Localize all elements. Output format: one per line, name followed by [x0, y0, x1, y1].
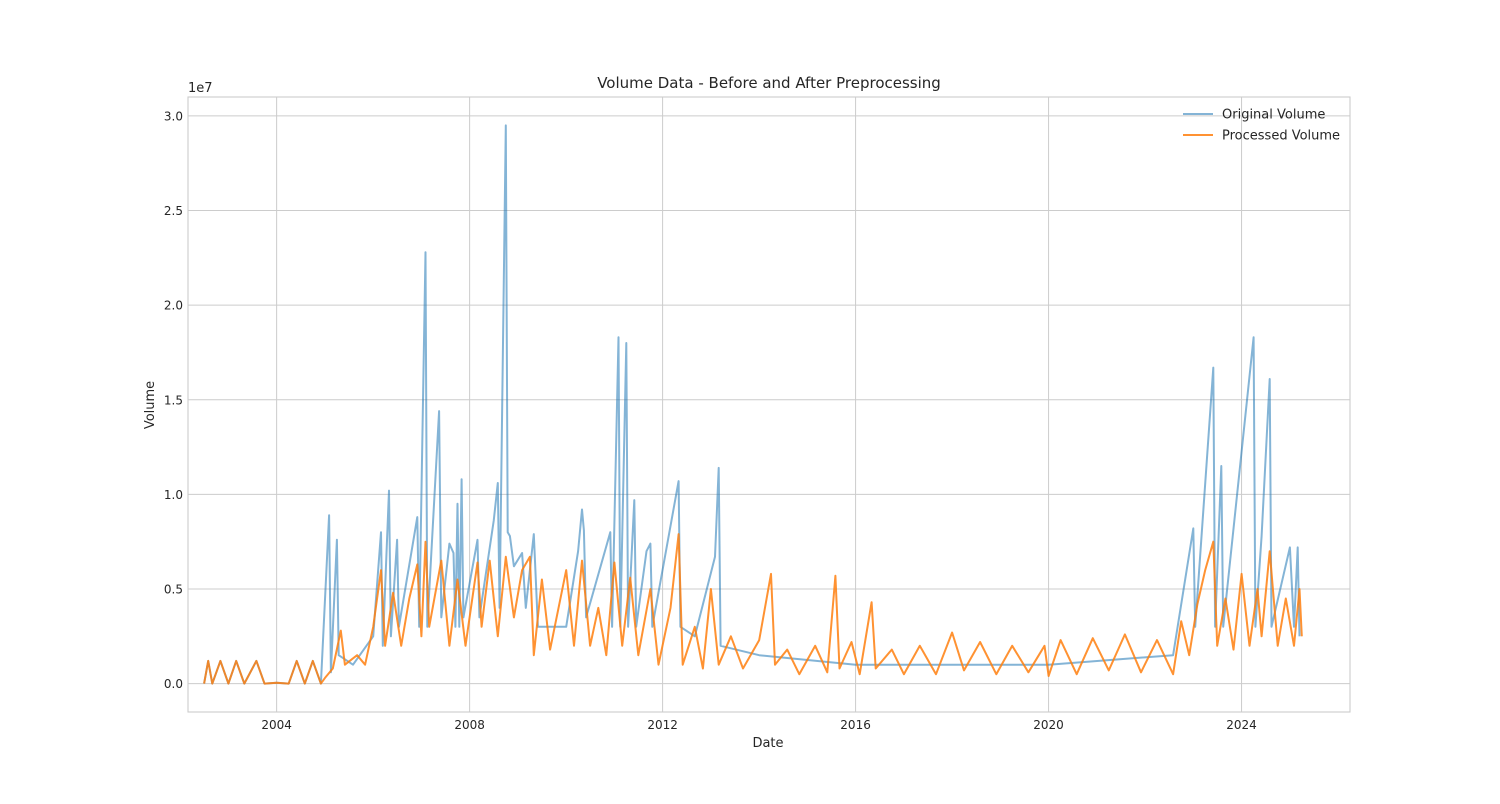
plot-frame: [187, 96, 1351, 713]
x-axis-label: Date: [752, 736, 783, 751]
y-tick-label: 2.0: [164, 299, 183, 313]
x-tick-label: 2016: [840, 718, 871, 732]
y-tick-label: 1.5: [164, 393, 183, 407]
legend-label-original: Original Volume: [1222, 108, 1325, 123]
x-axis-ticks: 2004 2008 2012 2016 2020 2024: [261, 718, 1256, 732]
y-axis-ticks: 0.0 0.5 1.0 1.5 2.0 2.5 3.0: [164, 109, 183, 691]
plot-area: [188, 97, 1350, 712]
y-tick-label: 3.0: [164, 109, 183, 123]
y-axis-label: Volume: [143, 381, 158, 429]
x-tick-label: 2004: [261, 718, 292, 732]
y-axis-multiplier: 1e7: [188, 81, 213, 96]
x-tick-label: 2020: [1033, 718, 1064, 732]
y-tick-label: 0.0: [164, 677, 183, 691]
y-tick-label: 1.0: [164, 488, 183, 502]
x-tick-label: 2012: [647, 718, 678, 732]
y-tick-label: 0.5: [164, 583, 183, 597]
y-tick-label: 2.5: [164, 204, 183, 218]
legend: Original Volume Processed Volume: [1183, 108, 1340, 144]
series-line-processed: [203, 533, 1303, 685]
chart-title: Volume Data - Before and After Preproces…: [597, 74, 941, 92]
legend-label-processed: Processed Volume: [1222, 129, 1340, 144]
x-tick-label: 2008: [454, 718, 485, 732]
series-layer: [203, 124, 1303, 685]
x-tick-label: 2024: [1226, 718, 1257, 732]
series-line-original: [203, 124, 1301, 685]
